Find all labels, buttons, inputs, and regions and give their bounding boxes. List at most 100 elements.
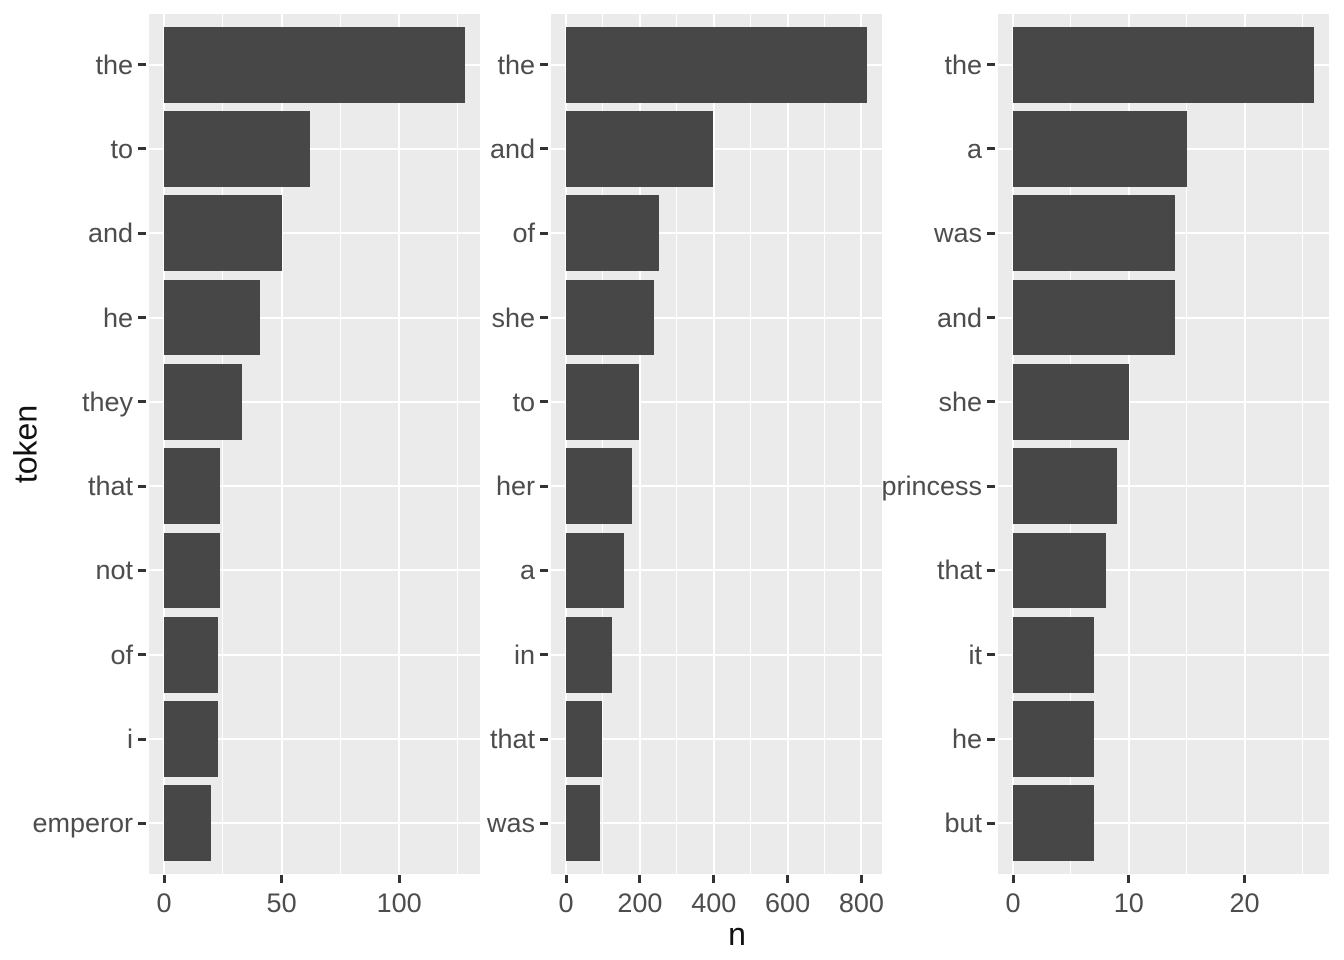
x-tick-mark: [1011, 875, 1015, 883]
gridline-minor: [1301, 14, 1303, 874]
y-tick-mark: [138, 568, 146, 572]
y-tick-mark: [540, 653, 548, 657]
gridline-horizontal: [149, 147, 480, 150]
gridline-horizontal: [551, 232, 882, 235]
bar-was: [566, 785, 600, 862]
bar-emperor: [164, 785, 212, 862]
gridline-horizontal: [551, 738, 882, 741]
y-tick-mark: [987, 568, 995, 572]
y-tick-mark: [540, 316, 548, 320]
y-tick-label-she: she: [938, 386, 982, 417]
bar-to: [164, 110, 310, 187]
x-tick-label-600: 600: [765, 888, 811, 918]
x-tick-mark: [397, 875, 401, 883]
y-tick-label-that: that: [87, 471, 133, 502]
y-tick-mark: [987, 737, 995, 741]
y-tick-label-that: that: [936, 555, 982, 586]
gridline-horizontal: [149, 232, 480, 235]
bar-that: [1013, 532, 1106, 609]
y-tick-label-and: and: [489, 133, 535, 164]
gridline-horizontal: [998, 822, 1329, 825]
y-tick-label-to: to: [512, 386, 535, 417]
y-tick-mark: [138, 821, 146, 825]
x-tick-label-800: 800: [838, 888, 884, 918]
y-tick-mark: [540, 400, 548, 404]
y-tick-mark: [987, 316, 995, 320]
x-tick-label-200: 200: [617, 888, 663, 918]
gridline-major: [398, 14, 401, 874]
y-tick-label-the: the: [497, 49, 535, 80]
y-tick-mark: [138, 400, 146, 404]
gridline-horizontal: [149, 653, 480, 656]
gridline-major: [712, 14, 715, 874]
gridline-horizontal: [551, 569, 882, 572]
x-tick-mark: [1127, 875, 1131, 883]
y-tick-mark: [987, 231, 995, 235]
gridline-major: [860, 14, 863, 874]
x-axis-title: n: [728, 916, 746, 952]
bar-in: [566, 616, 612, 693]
gridline-minor: [750, 14, 752, 874]
y-tick-label-in: in: [513, 639, 535, 670]
x-tick-mark: [1243, 875, 1246, 883]
y-tick-label-they: they: [81, 386, 133, 417]
bar-a: [566, 532, 624, 609]
bar-it: [1013, 616, 1095, 693]
gridline-horizontal: [998, 738, 1329, 741]
y-tick-mark: [540, 568, 548, 572]
gridline-minor: [602, 14, 604, 874]
y-tick-label-and: and: [87, 218, 133, 249]
bar-her: [566, 448, 632, 525]
facet-panel-middle: [551, 14, 882, 874]
gridline-major: [280, 14, 283, 874]
bar-and: [164, 195, 282, 272]
y-tick-label-that: that: [489, 724, 535, 755]
gridline-major: [638, 14, 641, 874]
gridline-horizontal: [998, 485, 1329, 488]
y-tick-label-he: he: [102, 302, 133, 333]
x-tick-label-100: 100: [376, 888, 422, 918]
gridline-minor: [222, 14, 224, 874]
y-tick-label-a: a: [519, 555, 535, 586]
gridline-minor: [457, 14, 459, 874]
y-tick-label-she: she: [491, 302, 535, 333]
y-tick-label-was: was: [933, 218, 982, 249]
y-tick-label-i: i: [127, 724, 133, 755]
bar-to: [566, 363, 639, 440]
gridline-minor: [823, 14, 825, 874]
y-tick-label-of: of: [110, 639, 133, 670]
x-tick-label-50: 50: [266, 888, 297, 918]
y-tick-label-to: to: [110, 133, 133, 164]
x-tick-mark: [280, 875, 284, 883]
y-tick-mark: [987, 147, 995, 151]
gridline-horizontal: [998, 653, 1329, 656]
gridline-major: [786, 14, 789, 874]
gridline-horizontal: [149, 822, 480, 825]
gridline-major: [1012, 14, 1015, 874]
y-tick-mark: [540, 231, 548, 235]
bar-the: [566, 26, 867, 103]
y-tick-mark: [540, 484, 548, 488]
bar-the: [164, 26, 465, 103]
y-tick-label-her: her: [495, 471, 535, 502]
y-tick-mark: [138, 737, 146, 741]
gridline-major: [1127, 14, 1130, 874]
gridline-minor: [676, 14, 678, 874]
gridline-horizontal: [551, 485, 882, 488]
x-tick-label-0: 0: [558, 888, 574, 918]
gridline-minor: [339, 14, 341, 874]
x-tick-label-10: 10: [1113, 888, 1144, 918]
bar-the: [1013, 26, 1314, 103]
x-tick-label-0: 0: [1005, 888, 1021, 918]
y-tick-mark: [987, 400, 995, 404]
y-tick-mark: [987, 63, 995, 67]
x-tick-mark: [638, 875, 642, 883]
x-tick-mark: [564, 875, 568, 883]
gridline-minor: [1186, 14, 1188, 874]
y-tick-label-emperor: emperor: [32, 808, 133, 839]
x-tick-label-0: 0: [156, 888, 172, 918]
gridline-horizontal: [149, 400, 480, 403]
bar-they: [164, 363, 242, 440]
y-tick-mark: [540, 737, 548, 741]
